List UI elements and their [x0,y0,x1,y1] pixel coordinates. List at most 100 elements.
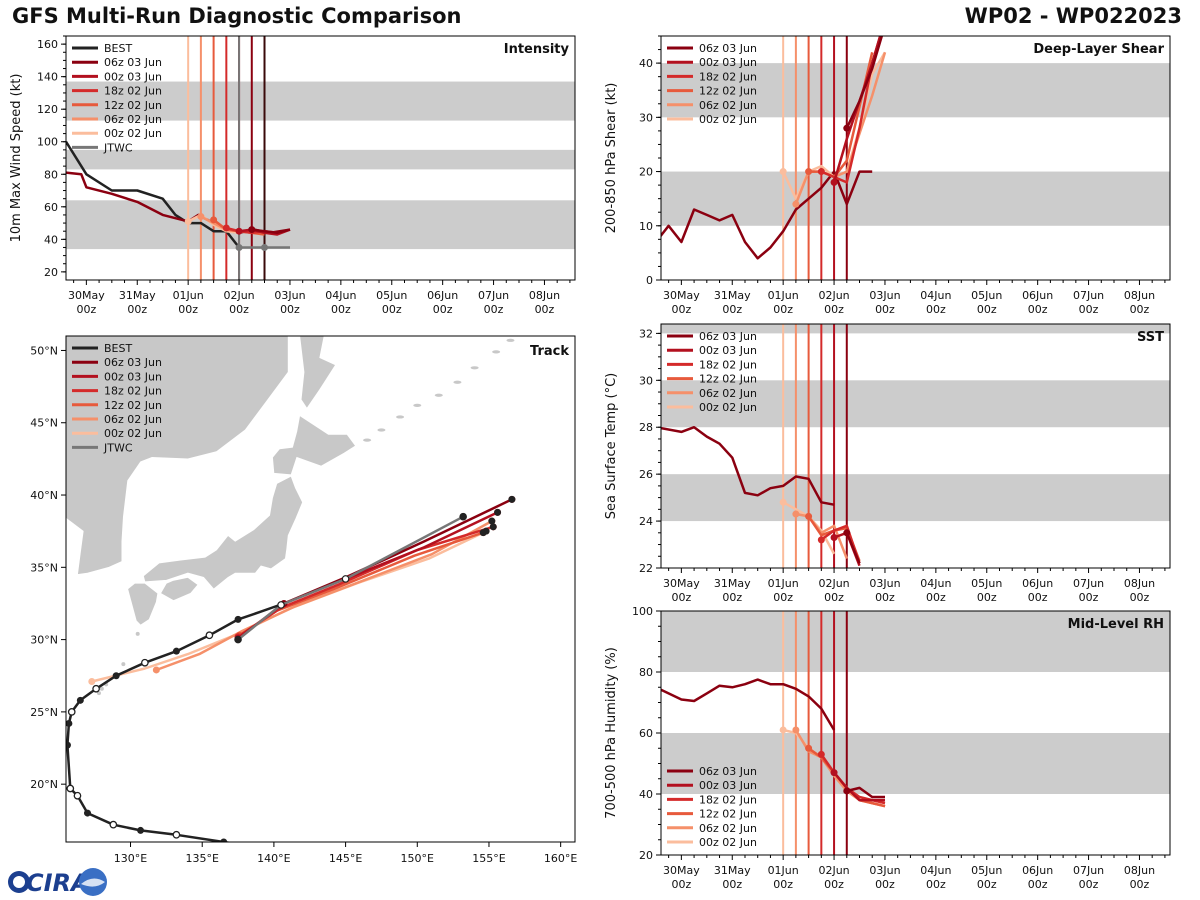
x-tick-label: 145°E [329,852,362,865]
best-track-line [66,602,285,842]
run-init-marker [830,534,838,541]
track-end-point [482,527,490,535]
cira-logo-text: CIRA [26,869,90,897]
run-line [845,36,884,129]
kuril-island [506,338,515,342]
rh-panel: 2040608010030May00z31May00z01Jun00z02Jun… [604,605,1171,891]
panel-title: Track [530,344,569,359]
x-tick-label: 00z [977,591,997,604]
x-tick-label: 00z [824,591,844,604]
y-tick-label: 100 [37,136,58,149]
run-line [846,786,885,799]
mainland-landmass [66,336,289,575]
threshold-band [66,149,575,170]
legend-label: 18z 02 Jun [699,793,757,806]
x-tick-label: 31May [714,577,751,590]
run-init-marker [843,529,851,537]
x-tick-label: 30May [663,289,700,302]
y-tick-label: 60 [639,727,653,740]
legend-label: 06z 03 Jun [699,765,757,778]
cira-globe-cloud-icon [81,878,105,887]
x-tick-label: 03Jun [869,289,900,302]
legend-label: 00z 02 Jun [699,401,757,414]
run-init-marker [817,536,825,544]
x-tick-label: 01Jun [768,864,799,877]
x-tick-label: 07Jun [1073,864,1104,877]
run-init-marker [843,787,851,795]
run-init-marker [248,226,256,234]
track-end-point [508,495,516,503]
legend-label: 06z 02 Jun [104,113,162,126]
x-tick-label: 00z [1079,591,1099,604]
threshold-band [66,81,575,121]
kuril-island [413,403,422,407]
jtwc-marker [261,243,269,251]
legend-label: 00z 03 Jun [104,70,162,83]
legend-label: 00z 02 Jun [104,127,162,140]
x-tick-label: 01Jun [173,289,204,302]
run-history-line [661,678,836,731]
run-line [820,524,861,564]
y-tick-label: 160 [37,38,58,51]
y-tick-label: 20 [639,166,653,179]
y-axis-label: 10m Max Wind Speed (kt) [9,74,24,243]
x-tick-label: 155°E [472,852,505,865]
y-tick-label: 30 [639,374,653,387]
jtwc-track-point [459,512,467,521]
legend-label: 00z 03 Jun [699,56,757,69]
y-tick-label: 100 [632,605,653,618]
best-track-point [112,672,120,680]
x-tick-label: 05Jun [971,289,1002,302]
run-line [845,532,861,564]
x-tick-label: 00z [875,591,895,604]
legend-label: 18z 02 Jun [104,85,162,98]
jtwc-marker [235,243,243,251]
legend-label: 00z 03 Jun [104,370,162,383]
x-tick-label: 00z [824,878,844,891]
x-tick-label: 07Jun [478,289,509,302]
x-tick-label: 30May [663,577,700,590]
run-init-marker [779,498,787,506]
x-tick-label: 00z [382,303,402,316]
x-tick-label: 00z [977,303,997,316]
y-tick-label: 20 [639,849,653,862]
run-init-marker [805,168,813,176]
run-init-marker [792,510,800,518]
y-tick-label: 35°N [30,561,58,574]
x-tick-label: 00z [671,878,691,891]
x-tick-label: 00z [331,303,351,316]
jtwc-track-point [234,635,242,644]
x-tick-label: 05Jun [971,864,1002,877]
x-tick-label: 00z [977,878,997,891]
run-init-marker [805,744,813,752]
legend-label: 12z 02 Jun [699,85,757,98]
run-init-marker [210,216,218,224]
legend-label: 12z 02 Jun [699,373,757,386]
legend-label: 06z 02 Jun [104,413,162,426]
best-track-point [137,826,145,834]
best-track-point [67,708,76,716]
x-tick-label: 03Jun [869,864,900,877]
y-tick-label: 40 [639,788,653,801]
jtwc-track-point [277,601,285,609]
legend-label: 12z 02 Jun [104,399,162,412]
legend-label: BEST [104,42,132,55]
track-end-point [489,523,497,531]
x-tick-label: 130°E [114,852,147,865]
sakhalin-landmass [299,336,337,410]
x-tick-label: 00z [671,591,691,604]
x-tick-label: 00z [1130,591,1150,604]
kuril-island [396,415,405,419]
kyushu-landmass [127,582,159,626]
threshold-band [661,611,1170,672]
best-track-point [172,830,181,839]
jtwc-track-point [341,575,350,583]
x-tick-label: 00z [484,303,504,316]
y-tick-label: 80 [639,666,653,679]
run-init-marker [779,168,787,176]
legend-label: 12z 02 Jun [104,99,162,112]
x-tick-label: 150°E [401,852,434,865]
legend-label: JTWC [103,441,133,454]
run-init-marker [843,124,851,132]
x-tick-label: 03Jun [274,289,305,302]
